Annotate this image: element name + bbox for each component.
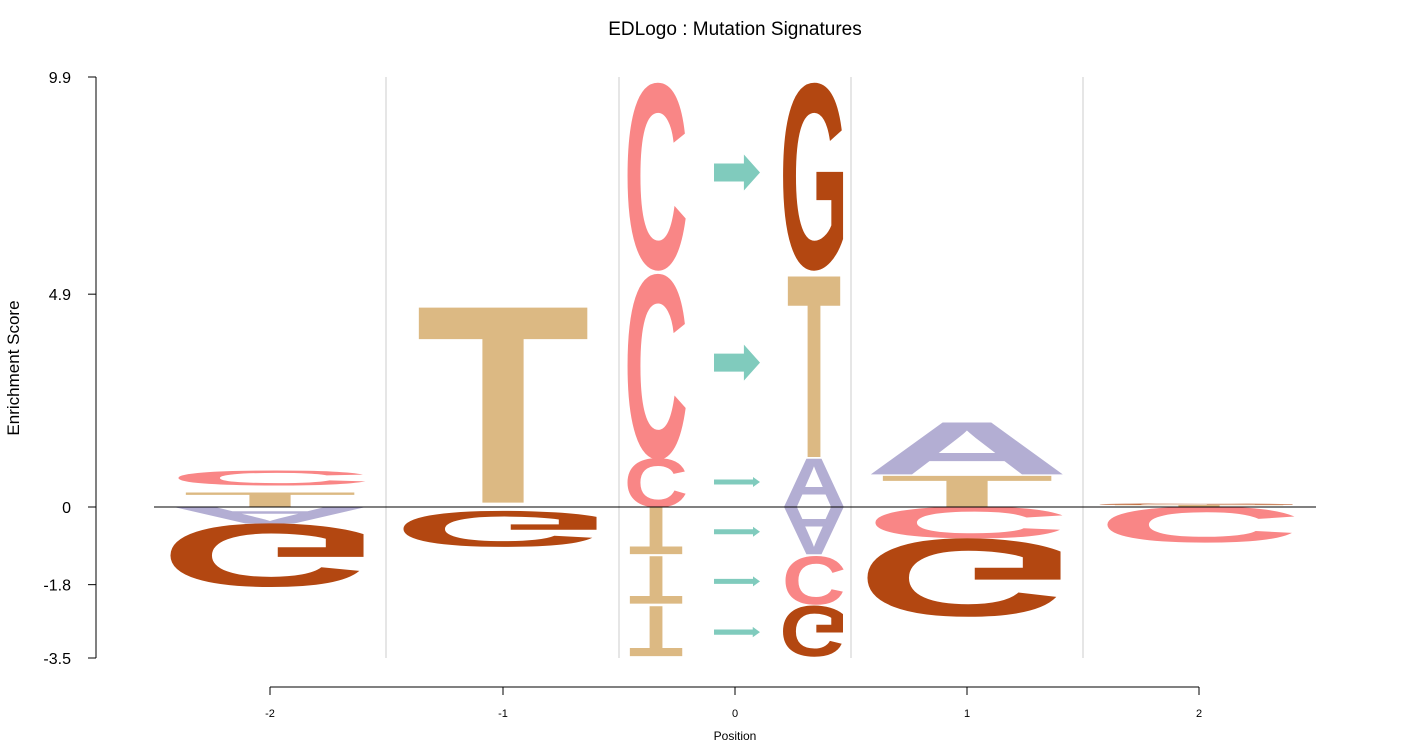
- svg-text:C: C: [624, 28, 688, 324]
- substitution-arrow: [714, 526, 760, 537]
- svg-text:C: C: [167, 466, 374, 490]
- glyph-c: C: [782, 542, 846, 619]
- chart-title: EDLogo : Mutation Signatures: [608, 19, 862, 40]
- glyph-g: G: [856, 516, 1079, 640]
- glyph-g: G: [779, 28, 848, 324]
- svg-text:T: T: [629, 590, 683, 670]
- substitution-arrow: [714, 344, 760, 381]
- svg-text:C: C: [1096, 496, 1303, 553]
- x-tick-label: -1: [498, 708, 508, 720]
- glyph-a: A: [167, 502, 374, 529]
- svg-text:T: T: [629, 542, 683, 619]
- glyph-t: T: [880, 466, 1055, 516]
- glyph-c: C: [1096, 496, 1303, 553]
- svg-text:G: G: [392, 500, 615, 557]
- glyph-c: C: [624, 220, 688, 513]
- glyph-g: G: [392, 500, 615, 557]
- svg-text:T: T: [416, 247, 591, 564]
- y-axis: 9.9 4.9 0 -1.8 -3.5: [43, 70, 97, 668]
- glyph-c: C: [864, 497, 1071, 547]
- svg-text:T: T: [880, 466, 1055, 516]
- svg-text:T: T: [629, 492, 683, 569]
- glyph-g: G: [779, 590, 848, 670]
- x-tick-label: -2: [265, 708, 275, 720]
- glyph-a: A: [782, 492, 846, 569]
- glyph-g: G: [159, 505, 382, 605]
- svg-text:C: C: [624, 220, 688, 513]
- substitution-arrow: [714, 477, 760, 488]
- glyph-a: A: [864, 407, 1071, 491]
- x-tick-label: 2: [1196, 708, 1202, 720]
- glyph-c: C: [167, 466, 374, 490]
- y-tick-label: 9.9: [49, 70, 71, 87]
- glyph-a: A: [782, 444, 846, 521]
- svg-text:G: G: [159, 505, 382, 605]
- glyph-t: T: [629, 542, 683, 619]
- glyph-t: T: [787, 220, 841, 513]
- x-tick-label: 1: [964, 708, 970, 720]
- svg-text:G: G: [779, 590, 848, 670]
- svg-text:A: A: [782, 444, 846, 521]
- substitution-arrow: [714, 154, 760, 191]
- x-axis: -2 -1 0 1 2: [265, 686, 1202, 720]
- glyph-t: T: [629, 492, 683, 569]
- y-axis-title: Enrichment Score: [4, 300, 23, 435]
- glyph-t: T: [629, 590, 683, 670]
- svg-text:G: G: [856, 516, 1079, 640]
- svg-text:A: A: [864, 407, 1071, 491]
- y-tick-label: 0: [62, 500, 71, 517]
- glyph-c: C: [624, 444, 688, 521]
- svg-text:T: T: [787, 220, 841, 513]
- y-tick-label: -1.8: [43, 578, 71, 595]
- glyph-t: T: [1112, 504, 1287, 507]
- y-tick-label: -3.5: [43, 651, 71, 668]
- svg-text:T: T: [183, 488, 358, 512]
- svg-text:C: C: [624, 444, 688, 521]
- glyph-g: G: [1088, 503, 1311, 505]
- glyph-c: C: [624, 28, 688, 324]
- svg-text:A: A: [782, 492, 846, 569]
- glyph-t: T: [416, 247, 591, 564]
- column-separators: [385, 77, 1084, 658]
- y-tick-label: 4.9: [49, 287, 71, 304]
- glyph-t: T: [183, 488, 358, 512]
- svg-text:A: A: [167, 502, 374, 529]
- svg-text:G: G: [1088, 503, 1311, 505]
- svg-text:C: C: [782, 542, 846, 619]
- x-tick-label: 0: [732, 708, 738, 720]
- svg-text:C: C: [864, 497, 1071, 547]
- substitution-arrow: [714, 626, 760, 638]
- x-axis-title: Position: [714, 729, 757, 743]
- svg-text:G: G: [779, 28, 848, 324]
- svg-text:T: T: [1112, 504, 1287, 507]
- substitution-arrow: [714, 576, 760, 587]
